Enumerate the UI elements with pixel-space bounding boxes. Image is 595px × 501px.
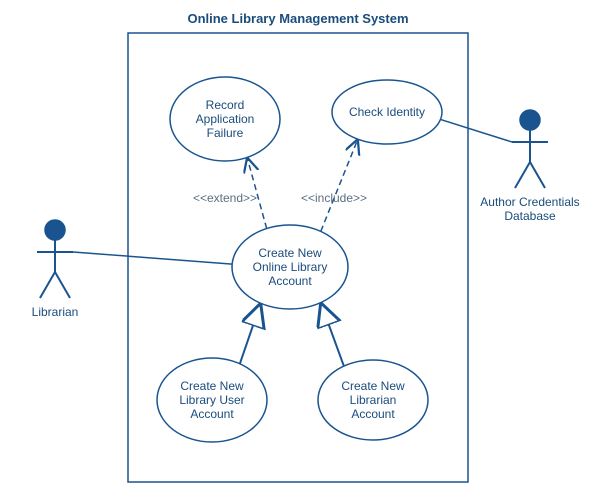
label-include: <<include>> bbox=[301, 191, 367, 205]
actor-authordb: Author CredentialsDatabase bbox=[480, 110, 579, 223]
usecase-check_identity: Check Identity bbox=[332, 80, 442, 144]
usecase-record_failure: RecordApplicationFailure bbox=[170, 77, 280, 161]
edge-librarian-assoc bbox=[73, 252, 232, 264]
actor-label-authordb: Author CredentialsDatabase bbox=[480, 195, 579, 223]
relationship-labels: <<extend>> <<include>> bbox=[193, 191, 367, 205]
edge-include bbox=[321, 139, 358, 231]
system-title: Online Library Management System bbox=[187, 11, 408, 26]
label-extend: <<extend>> bbox=[193, 191, 257, 205]
actor-librarian: Librarian bbox=[32, 220, 79, 319]
usecase-create_librarian_account: Create NewLibrarianAccount bbox=[318, 360, 428, 440]
usecase-create_user_account: Create NewLibrary UserAccount bbox=[157, 358, 267, 442]
usecase-label-check_identity: Check Identity bbox=[349, 105, 425, 119]
use-case-diagram: Online Library Management System RecordA… bbox=[0, 0, 595, 501]
edge-gen-user bbox=[240, 303, 261, 364]
usecases-group: RecordApplicationFailure Check Identity Cr… bbox=[157, 77, 442, 442]
actor-label-librarian: Librarian bbox=[32, 305, 79, 319]
usecase-create_account: Create NewOnline LibraryAccount bbox=[232, 225, 348, 309]
edge-gen-librarian bbox=[321, 303, 344, 366]
edge-authordb-assoc bbox=[440, 119, 512, 142]
